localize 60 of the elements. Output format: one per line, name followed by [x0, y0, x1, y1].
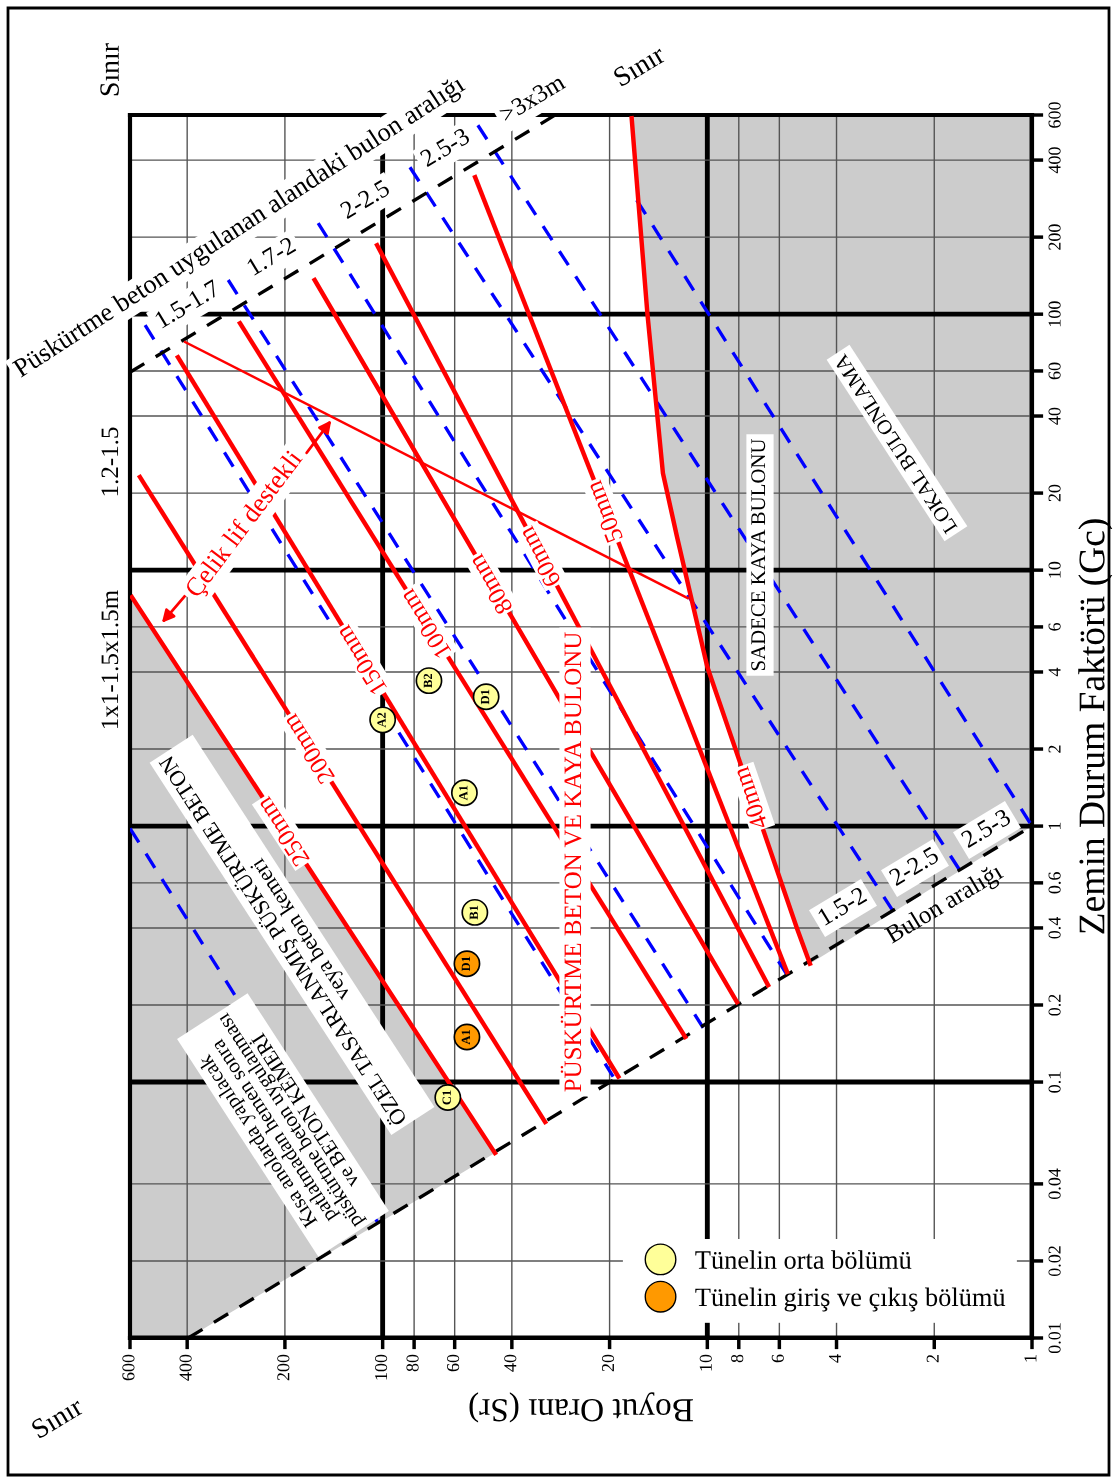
annotation: B1 — [469, 905, 478, 920]
annotation: 2.5-3 — [960, 808, 1012, 849]
y-tick-label: 100 — [1048, 301, 1061, 327]
annotation: C1 — [442, 1090, 451, 1105]
y-tick-label: 1 — [1048, 822, 1061, 830]
annotation: B2 — [423, 673, 433, 688]
x-tick-label: 600 — [122, 1354, 135, 1381]
legend-label: Tünelin giriş ve çıkış bölümü — [695, 1287, 1006, 1312]
x-tick-label: 8 — [731, 1354, 744, 1363]
y-tick-label: 0.2 — [1048, 994, 1061, 1016]
y-tick-label: 60 — [1048, 362, 1061, 380]
annotation: D1 — [480, 689, 490, 705]
text: 60mm — [517, 525, 562, 589]
y-axis-title: Zemin Durum Faktörü (Gc) — [1078, 519, 1113, 934]
y-tick-label: 0.02 — [1048, 1246, 1061, 1277]
y-tick-label: 0.1 — [1048, 1071, 1061, 1093]
x-tick-label: 200 — [277, 1354, 290, 1381]
text: 40mm — [731, 765, 769, 831]
y-tick-label: 0.04 — [1048, 1168, 1061, 1200]
x-tick-label: 60 — [447, 1354, 460, 1372]
x-tick-label: 2 — [926, 1354, 939, 1363]
x-axis-title: Boyut Oranı (Sr) — [469, 1392, 693, 1423]
y-tick-label: 200 — [1048, 224, 1061, 250]
x-tick-label: 20 — [601, 1354, 615, 1372]
annotation: PÜSKÜRTME BETON VE KAYA BULONU — [560, 632, 582, 1092]
y-tick-label: 6 — [1048, 622, 1061, 631]
x-tick-label: 1 — [1024, 1355, 1037, 1362]
text: Sınır — [30, 1396, 85, 1439]
y-tick-label: 0.4 — [1048, 916, 1061, 939]
legend-label: Tünelin orta bölümü — [695, 1250, 912, 1269]
x-tick-label: 4 — [828, 1354, 841, 1363]
x-tick-label: 400 — [179, 1354, 192, 1381]
y-tick-label: 600 — [1048, 102, 1061, 128]
text: Sınır — [612, 44, 667, 87]
text: 1.2-1.5 — [101, 427, 119, 496]
annotation: 2-2.5 — [888, 846, 940, 887]
y-tick-label: 0.01 — [1048, 1323, 1061, 1354]
annotation: A2 — [377, 712, 386, 728]
y-tick-label: 10 — [1048, 561, 1061, 578]
y-tick-label: 40 — [1048, 407, 1061, 425]
annotation: 2.5-3 — [419, 127, 471, 168]
y-tick-label: 20 — [1048, 484, 1061, 502]
annotation: 1.5-2 — [817, 886, 868, 926]
y-tick-label: 4 — [1048, 667, 1061, 677]
annotation: A1 — [461, 1029, 470, 1045]
x-tick-label: 10 — [699, 1354, 712, 1371]
x-tick-label: 40 — [504, 1354, 517, 1372]
x-tick-label: 6 — [771, 1354, 784, 1363]
y-tick-label: 2 — [1048, 745, 1061, 753]
y-tick-label: 0.6 — [1048, 872, 1061, 894]
annotation: >3x3m — [498, 72, 567, 124]
text: 50mm — [584, 479, 624, 544]
text: Sınır — [100, 43, 119, 96]
text: 1x1-1.5x1.5m — [101, 590, 119, 728]
x-tick-label: 80 — [406, 1354, 419, 1372]
annotation: D1 — [461, 956, 470, 972]
y-tick-label: 400 — [1048, 147, 1061, 174]
annotation: SADECE KAYA BULONU — [751, 438, 766, 671]
x-tick-label: 100 — [374, 1354, 388, 1380]
annotation: A1 — [459, 785, 468, 801]
